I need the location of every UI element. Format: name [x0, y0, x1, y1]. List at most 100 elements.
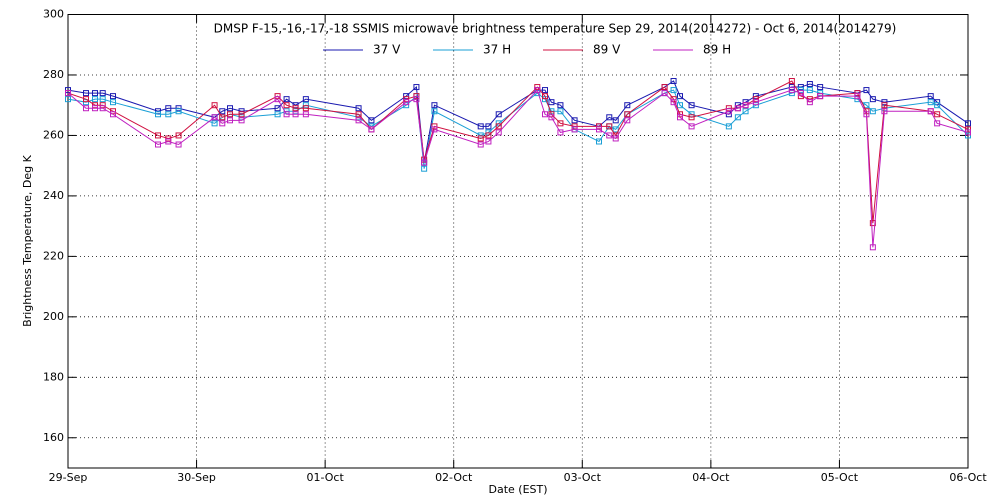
- point-marker: [557, 120, 564, 127]
- point-marker: [965, 132, 971, 139]
- point-marker: [175, 105, 182, 112]
- series-line: [67, 80, 969, 163]
- point-marker: [612, 126, 619, 133]
- point-marker: [431, 126, 438, 133]
- point-marker: [227, 105, 233, 112]
- point-marker: [485, 123, 492, 130]
- point-marker: [688, 111, 695, 118]
- legend-label: 89 V: [593, 43, 621, 57]
- y-tick-label: 240: [43, 189, 64, 202]
- point-marker: [596, 126, 602, 133]
- point-marker: [165, 138, 172, 145]
- point-marker: [869, 244, 876, 251]
- point-marker: [869, 96, 876, 103]
- point-marker: [165, 135, 172, 142]
- legend-label: 37 H: [483, 43, 511, 57]
- point-marker: [742, 102, 749, 109]
- point-marker: [495, 123, 502, 130]
- x-tick-label: 04-Oct: [692, 471, 730, 484]
- y-tick-label: 260: [43, 128, 64, 141]
- y-tick-label: 300: [43, 8, 64, 21]
- y-tick-label: 280: [43, 68, 64, 81]
- point-marker: [670, 87, 677, 94]
- point-marker: [495, 111, 502, 118]
- y-tick-label: 180: [43, 370, 64, 383]
- point-marker: [742, 108, 749, 115]
- point-marker: [688, 102, 695, 109]
- point-marker: [413, 84, 420, 91]
- point-marker: [734, 105, 741, 112]
- series-line: [67, 89, 969, 248]
- point-marker: [863, 111, 870, 118]
- point-marker: [806, 99, 813, 106]
- point-marker: [165, 105, 172, 112]
- point-marker: [927, 99, 934, 106]
- point-marker: [734, 114, 741, 121]
- point-marker: [606, 123, 613, 130]
- legend-label: 89 H: [703, 43, 731, 57]
- point-marker: [368, 126, 375, 133]
- point-marker: [165, 111, 172, 118]
- point-marker: [677, 114, 683, 121]
- point-marker: [227, 117, 233, 124]
- x-tick-label: 02-Oct: [435, 471, 473, 484]
- point-marker: [571, 126, 578, 133]
- point-marker: [788, 87, 795, 94]
- point-marker: [431, 108, 438, 115]
- point-marker: [534, 87, 541, 94]
- point-marker: [797, 84, 804, 91]
- point-marker: [211, 114, 218, 121]
- point-marker: [817, 93, 824, 100]
- point-marker: [596, 123, 602, 130]
- point-marker: [557, 108, 564, 115]
- point-marker: [661, 90, 668, 97]
- x-tick-label: 30-Sep: [177, 471, 216, 484]
- point-marker: [806, 81, 813, 88]
- point-marker: [99, 102, 106, 109]
- point-marker: [302, 105, 309, 112]
- y-tick-label: 220: [43, 249, 64, 262]
- point-marker: [661, 84, 668, 91]
- point-marker: [92, 96, 98, 103]
- point-marker: [99, 96, 106, 103]
- point-marker: [292, 111, 299, 118]
- point-marker: [92, 102, 98, 109]
- point-marker: [355, 105, 362, 112]
- point-marker: [421, 159, 428, 166]
- point-marker: [571, 123, 578, 130]
- point-marker: [806, 87, 813, 94]
- point-marker: [934, 120, 941, 127]
- point-marker: [965, 126, 971, 133]
- point-marker: [413, 93, 420, 100]
- point-marker: [99, 90, 106, 97]
- point-marker: [292, 108, 299, 115]
- point-marker: [219, 120, 226, 127]
- point-marker: [238, 111, 245, 118]
- x-tick-label: 01-Oct: [306, 471, 344, 484]
- point-marker: [283, 102, 290, 109]
- point-marker: [557, 129, 564, 136]
- point-marker: [571, 117, 578, 124]
- x-tick-label: 03-Oct: [564, 471, 602, 484]
- point-marker: [274, 96, 281, 103]
- point-marker: [965, 129, 971, 136]
- point-marker: [934, 102, 941, 109]
- point-marker: [292, 105, 299, 112]
- point-marker: [65, 87, 71, 94]
- point-marker: [355, 111, 362, 118]
- point-marker: [548, 99, 555, 106]
- point-marker: [431, 102, 438, 109]
- point-marker: [788, 78, 795, 85]
- point-marker: [477, 141, 484, 148]
- point-marker: [542, 111, 548, 118]
- point-marker: [752, 102, 759, 109]
- point-marker: [99, 105, 106, 112]
- point-marker: [495, 129, 502, 136]
- point-marker: [596, 138, 602, 145]
- point-marker: [274, 105, 281, 112]
- point-marker: [403, 99, 410, 106]
- plot-frame: [67, 14, 969, 469]
- point-marker: [403, 96, 410, 103]
- point-marker: [219, 114, 226, 121]
- point-marker: [557, 102, 564, 109]
